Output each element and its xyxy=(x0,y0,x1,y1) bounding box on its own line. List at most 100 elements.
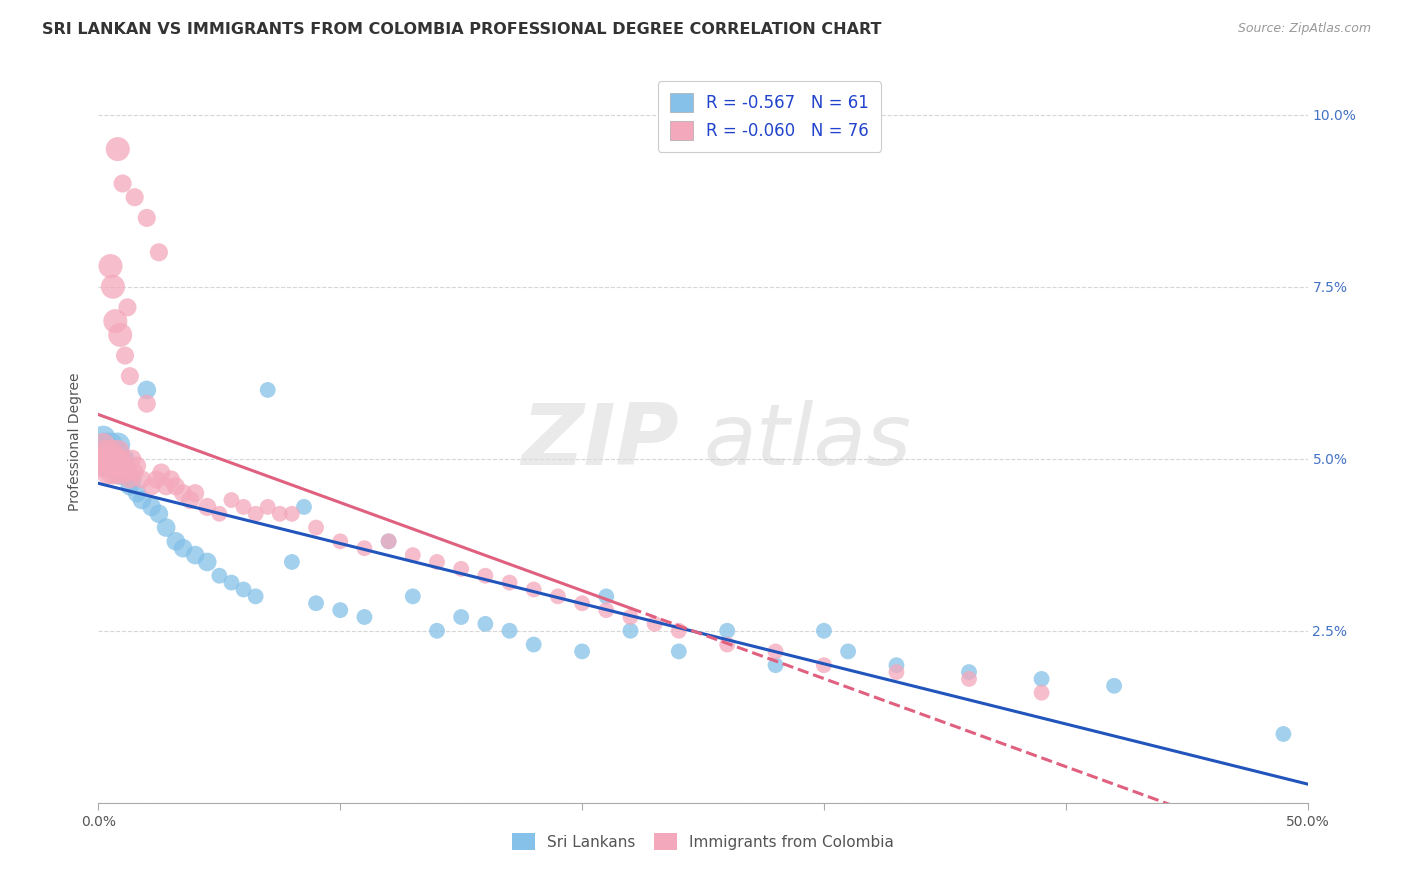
Point xyxy=(886,658,908,673)
Point xyxy=(100,458,122,473)
Point xyxy=(91,438,114,452)
Point xyxy=(94,451,117,466)
Point xyxy=(90,451,112,466)
Point xyxy=(94,451,117,466)
Point xyxy=(232,500,254,514)
Point xyxy=(1031,672,1053,686)
Point xyxy=(195,500,218,514)
Point xyxy=(127,458,149,473)
Point xyxy=(114,349,136,363)
Point xyxy=(245,507,267,521)
Point xyxy=(135,397,157,411)
Point xyxy=(221,493,243,508)
Point xyxy=(232,582,254,597)
Point xyxy=(108,327,131,342)
Point xyxy=(184,486,207,500)
Text: atlas: atlas xyxy=(703,400,911,483)
Point xyxy=(353,610,375,624)
Point xyxy=(765,658,787,673)
Point xyxy=(813,624,835,638)
Point xyxy=(107,451,129,466)
Point xyxy=(619,610,641,624)
Point xyxy=(292,500,315,514)
Point xyxy=(179,493,201,508)
Point xyxy=(281,507,304,521)
Point xyxy=(155,479,177,493)
Point xyxy=(121,451,143,466)
Point xyxy=(100,451,122,466)
Point xyxy=(1031,686,1053,700)
Point xyxy=(377,534,399,549)
Point xyxy=(837,644,859,658)
Point xyxy=(104,451,127,466)
Point xyxy=(716,624,738,638)
Point xyxy=(107,458,129,473)
Point xyxy=(94,438,117,452)
Text: SRI LANKAN VS IMMIGRANTS FROM COLOMBIA PROFESSIONAL DEGREE CORRELATION CHART: SRI LANKAN VS IMMIGRANTS FROM COLOMBIA P… xyxy=(42,22,882,37)
Point xyxy=(886,665,908,679)
Point xyxy=(97,445,120,459)
Point xyxy=(111,458,134,473)
Point xyxy=(97,466,120,480)
Point xyxy=(523,582,546,597)
Point xyxy=(1272,727,1295,741)
Point xyxy=(208,568,231,582)
Point xyxy=(100,438,122,452)
Point xyxy=(402,548,425,562)
Point xyxy=(329,603,352,617)
Point xyxy=(595,603,617,617)
Point xyxy=(111,451,134,466)
Point xyxy=(97,451,120,466)
Point xyxy=(145,472,167,486)
Point xyxy=(813,658,835,673)
Point xyxy=(91,431,114,445)
Point xyxy=(91,458,114,473)
Point xyxy=(101,451,124,466)
Point xyxy=(474,568,496,582)
Point xyxy=(91,445,114,459)
Point xyxy=(1102,679,1125,693)
Point xyxy=(107,438,129,452)
Point xyxy=(160,472,183,486)
Point xyxy=(498,624,520,638)
Point xyxy=(108,466,131,480)
Point xyxy=(100,445,122,459)
Point xyxy=(118,472,141,486)
Point xyxy=(100,259,122,273)
Point xyxy=(104,445,127,459)
Point xyxy=(114,458,136,473)
Point xyxy=(150,466,173,480)
Point xyxy=(221,575,243,590)
Point xyxy=(172,541,194,556)
Point xyxy=(101,279,124,293)
Point xyxy=(127,486,149,500)
Point xyxy=(107,445,129,459)
Point xyxy=(245,590,267,604)
Point xyxy=(716,638,738,652)
Point xyxy=(101,445,124,459)
Point xyxy=(155,520,177,534)
Point xyxy=(97,458,120,473)
Point xyxy=(131,472,153,486)
Y-axis label: Professional Degree: Professional Degree xyxy=(69,372,83,511)
Point xyxy=(135,383,157,397)
Point xyxy=(450,562,472,576)
Point xyxy=(107,142,129,156)
Point xyxy=(474,616,496,631)
Point xyxy=(668,644,690,658)
Point xyxy=(269,507,291,521)
Point xyxy=(305,596,328,610)
Point xyxy=(114,451,136,466)
Point xyxy=(957,672,980,686)
Point xyxy=(104,458,127,473)
Point xyxy=(118,369,141,384)
Point xyxy=(256,383,278,397)
Point xyxy=(353,541,375,556)
Point xyxy=(184,548,207,562)
Point xyxy=(121,472,143,486)
Point xyxy=(141,500,163,514)
Point xyxy=(148,507,170,521)
Point xyxy=(256,500,278,514)
Point xyxy=(195,555,218,569)
Point xyxy=(619,624,641,638)
